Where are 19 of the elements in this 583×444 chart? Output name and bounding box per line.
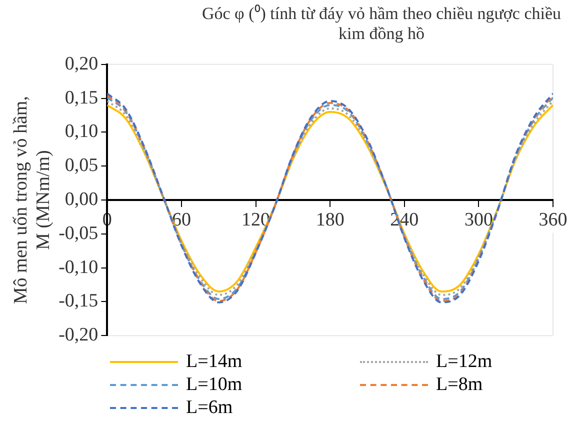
- x-tick-label: 360: [538, 209, 568, 230]
- y-tick-label: 0,10: [64, 121, 98, 142]
- legend-label: L=12m: [436, 350, 492, 372]
- y-tick-label: 0,05: [64, 155, 98, 176]
- y-tick-label: -0,20: [58, 324, 98, 346]
- legend-label: L=8m: [436, 374, 483, 396]
- x-tick-label: 180: [316, 209, 344, 230]
- legend-label: L=14m: [186, 350, 242, 372]
- x-axis-title: Góc φ (⁰) tính từ đáy vỏ hầm theo chiều ngược chiều kim đồng hồ: [200, 3, 562, 45]
- y-tick-label: 0,00: [64, 188, 98, 210]
- legend-label: L=6m: [186, 396, 233, 418]
- y-tick-label: 0,20: [64, 53, 98, 74]
- x-tick-label: 300: [464, 209, 493, 230]
- y-tick-label: -0,05: [58, 222, 98, 244]
- legend-label: L=10m: [186, 374, 242, 396]
- y-tick-label: -0,15: [58, 290, 98, 312]
- y-tick-label: 0,15: [64, 87, 98, 108]
- y-axis-title: Mô men uốn trong vỏ hầm, M (MNm/m): [10, 96, 54, 304]
- y-tick-label: -0,10: [58, 256, 98, 278]
